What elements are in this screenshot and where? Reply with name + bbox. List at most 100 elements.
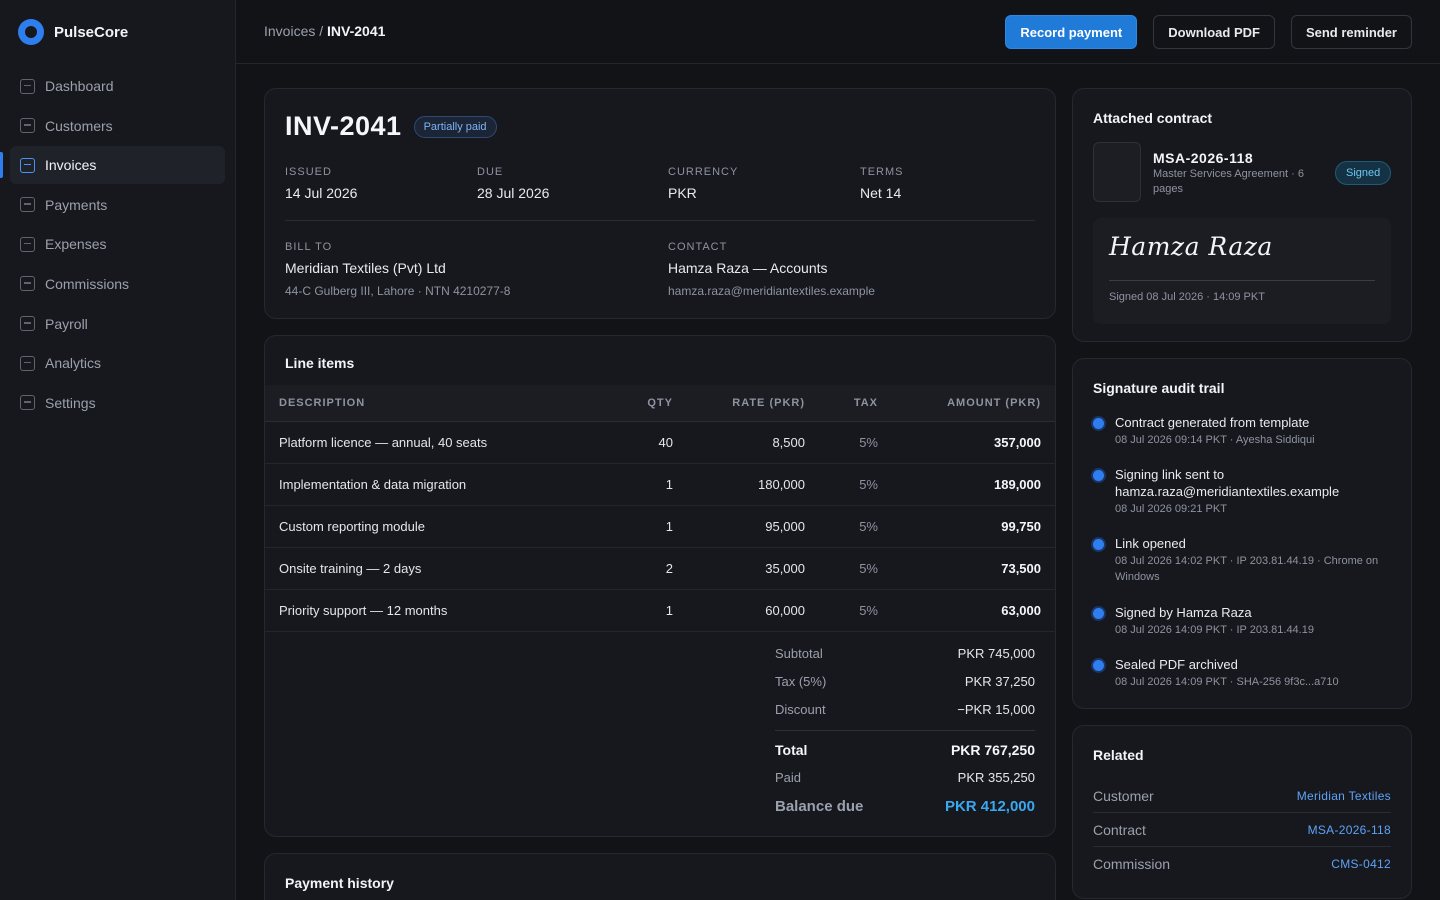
timeline-dot-icon: [1093, 660, 1104, 671]
sidebar-item-payroll[interactable]: Payroll: [10, 305, 225, 343]
signature-audit-card: Signature audit trail Contract generated…: [1072, 358, 1412, 709]
signed-badge: Signed: [1335, 161, 1392, 185]
document-icon[interactable]: [1093, 142, 1141, 202]
subtotal-row: Subtotal PKR 745,000: [775, 646, 1035, 661]
download-pdf-button[interactable]: Download PDF: [1153, 15, 1275, 49]
table-row[interactable]: Custom reporting module 1 95,000 5% 99,7…: [265, 505, 1055, 548]
contact-label: CONTACT: [668, 241, 728, 253]
column-header-rate[interactable]: RATE (PKR): [687, 385, 819, 422]
related-label: Contract: [1093, 821, 1146, 838]
paid-value: PKR 355,250: [957, 770, 1035, 785]
line-items-title: Line items: [285, 355, 355, 371]
expenses-icon: [20, 236, 35, 252]
sidebar-item-label: Invoices: [45, 157, 97, 174]
sidebar: PulseCore Dashboard Customers Invoices P…: [0, 0, 236, 900]
column-header-description[interactable]: DESCRIPTION: [265, 385, 625, 422]
related-customer-link[interactable]: Meridian Textiles: [1296, 788, 1391, 803]
sidebar-item-expenses[interactable]: Expenses: [10, 225, 225, 263]
sidebar-item-dashboard[interactable]: Dashboard: [10, 67, 225, 105]
subtotal-label: Subtotal: [775, 646, 823, 661]
contact-name: Hamza Raza — Accounts: [668, 260, 828, 276]
related-label: Customer: [1093, 787, 1154, 804]
item-qty: 1: [625, 505, 687, 548]
related-card: Related Customer Meridian Textiles Contr…: [1072, 725, 1412, 899]
total-row: Total PKR 767,250: [775, 742, 1035, 758]
table-row[interactable]: Priority support — 12 months 1 60,000 5%…: [265, 589, 1055, 632]
totals-divider: [775, 730, 1035, 731]
table-row[interactable]: Onsite training — 2 days 2 35,000 5% 73,…: [265, 547, 1055, 590]
sidebar-nav: Dashboard Customers Invoices Payments Ex…: [0, 67, 235, 422]
payment-history-title: Payment history: [285, 875, 394, 891]
signature-line: [1109, 280, 1375, 281]
sidebar-item-label: Customers: [45, 117, 113, 134]
item-qty: 2: [625, 547, 687, 590]
item-amount: 99,750: [892, 505, 1055, 548]
invoice-summary-card: INV-2041 Partially paid ISSUED 14 Jul 20…: [264, 88, 1056, 319]
related-row-customer: Customer Meridian Textiles: [1093, 779, 1391, 813]
item-tax: 5%: [819, 505, 892, 548]
payroll-icon: [20, 316, 35, 332]
audit-event-title: Contract generated from template: [1115, 415, 1310, 430]
contact-email[interactable]: hamza.raza@meridiantextiles.example: [668, 284, 875, 298]
table-header-row: DESCRIPTION QTY RATE (PKR) TAX AMOUNT (P…: [265, 385, 1055, 422]
related-contract-link[interactable]: MSA-2026-118: [1307, 822, 1391, 837]
audit-event-meta: 08 Jul 2026 14:09 PKT · SHA-256 9f3c...a…: [1115, 676, 1339, 688]
balance-label: Balance due: [775, 798, 864, 815]
timeline-dot-icon: [1093, 418, 1104, 429]
tax-value: PKR 37,250: [964, 674, 1035, 689]
invoices-icon: [20, 157, 35, 173]
sidebar-item-label: Expenses: [45, 236, 107, 253]
currency-label: CURRENCY: [668, 166, 739, 178]
sidebar-item-settings[interactable]: Settings: [10, 384, 225, 422]
table-row[interactable]: Platform licence — annual, 40 seats 40 8…: [265, 421, 1055, 464]
discount-value: −PKR 15,000: [957, 702, 1035, 717]
audit-event-meta: 08 Jul 2026 14:09 PKT · IP 203.81.44.19: [1115, 624, 1314, 636]
related-title: Related: [1093, 747, 1144, 763]
related-commission-link[interactable]: CMS-0412: [1331, 857, 1391, 871]
brand[interactable]: PulseCore: [0, 0, 235, 64]
item-qty: 1: [625, 589, 687, 632]
breadcrumb-current: INV-2041: [327, 22, 386, 39]
contract-id[interactable]: MSA-2026-118: [1153, 150, 1254, 166]
contract-description: Master Services Agreement · 6 pages: [1153, 168, 1305, 195]
item-description: Onsite training — 2 days: [265, 547, 625, 590]
item-rate: 180,000: [687, 463, 819, 506]
related-row-contract: Contract MSA-2026-118: [1093, 813, 1391, 847]
bill-to-label: BILL TO: [285, 241, 333, 253]
item-rate: 35,000: [687, 547, 819, 590]
payments-icon: [20, 197, 35, 213]
sidebar-item-commissions[interactable]: Commissions: [10, 265, 225, 303]
sidebar-item-payments[interactable]: Payments: [10, 186, 225, 224]
sidebar-item-customers[interactable]: Customers: [10, 107, 225, 145]
item-description: Custom reporting module: [265, 505, 625, 548]
column-header-qty[interactable]: QTY: [625, 385, 687, 422]
item-rate: 95,000: [687, 505, 819, 548]
commissions-icon: [20, 276, 35, 292]
sidebar-item-label: Payments: [45, 196, 108, 213]
item-amount: 73,500: [892, 547, 1055, 590]
send-reminder-button[interactable]: Send reminder: [1290, 15, 1412, 49]
signature: Hamza Raza: [1109, 232, 1273, 261]
item-rate: 60,000: [687, 589, 819, 632]
line-items-card: Line items DESCRIPTION QTY RATE (PKR) TA…: [264, 335, 1056, 837]
table-row[interactable]: Implementation & data migration 1 180,00…: [265, 463, 1055, 506]
column-header-tax[interactable]: TAX: [819, 385, 892, 422]
paid-row: Paid PKR 355,250: [775, 770, 1035, 785]
audit-event-meta: 08 Jul 2026 14:02 PKT · IP 203.81.44.19 …: [1115, 555, 1379, 583]
timeline-dot-icon: [1093, 470, 1104, 481]
item-qty: 40: [625, 421, 687, 464]
record-payment-button[interactable]: Record payment: [1005, 15, 1138, 49]
bill-to-name: Meridian Textiles (Pvt) Ltd: [285, 260, 446, 276]
sidebar-item-invoices[interactable]: Invoices: [0, 146, 225, 185]
balance-value: PKR 412,000: [944, 798, 1035, 815]
audit-event-title: Link opened: [1115, 536, 1186, 551]
column-header-amount[interactable]: AMOUNT (PKR): [892, 385, 1055, 422]
attached-contract-card: Attached contract MSA-2026-118 Master Se…: [1072, 88, 1412, 342]
item-description: Platform licence — annual, 40 seats: [265, 421, 625, 464]
topbar: Invoices / INV-2041 Record payment Downl…: [236, 0, 1440, 64]
breadcrumb-invoices-link[interactable]: Invoices: [264, 22, 316, 39]
sidebar-item-analytics[interactable]: Analytics: [10, 344, 225, 382]
bill-to-address: 44-C Gulberg III, Lahore · NTN 4210277-8: [285, 284, 511, 298]
discount-label: Discount: [775, 702, 826, 717]
item-amount: 189,000: [892, 463, 1055, 506]
